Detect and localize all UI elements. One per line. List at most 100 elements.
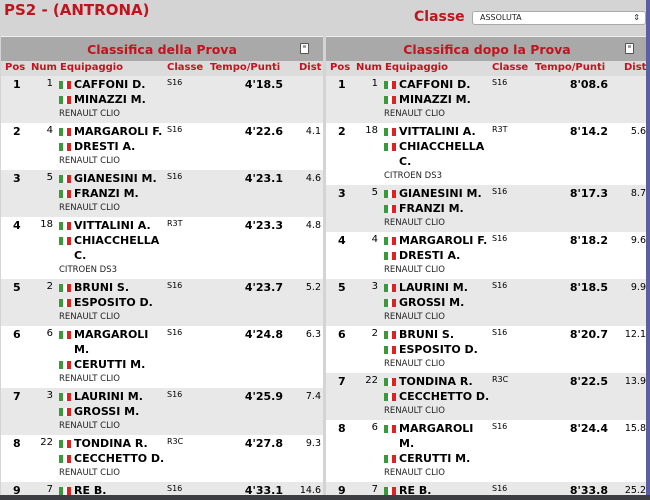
table-row[interactable]: 6 2 BRUNI S. ESPOSITO D. RENAULT CLIO S1…: [326, 326, 648, 373]
col-classe: Classe: [167, 62, 204, 73]
table-row[interactable]: 9 7 RE B. LUCA M. S16 4'33.1 14.6: [1, 482, 323, 496]
window-edge: [646, 0, 650, 500]
table-row[interactable]: 4 4 MARGAROLI F. DRESTI A. RENAULT CLIO …: [326, 232, 648, 279]
tempo: 8'20.7: [569, 328, 608, 341]
panel-title: Classifica della Prova: [87, 42, 237, 57]
num: 3: [371, 281, 378, 292]
page-title: PS2 - (ANTRONA): [4, 1, 150, 19]
table-row[interactable]: 6 6 MARGAROLI M. CERUTTI M. RENAULT CLIO…: [1, 326, 323, 388]
driver: LAURINI M.: [74, 390, 143, 403]
car: RENAULT CLIO: [384, 359, 445, 369]
table-row[interactable]: 7 3 LAURINI M. GROSSI M. RENAULT CLIO S1…: [1, 388, 323, 435]
classe: S16: [167, 125, 183, 134]
num: 1: [371, 78, 378, 89]
codriver: DRESTI A.: [399, 249, 461, 262]
pos: 8: [13, 437, 21, 450]
table-row[interactable]: 1 1 CAFFONI D. MINAZZI M. RENAULT CLIO S…: [326, 76, 648, 123]
codriver: CECCHETTO D.: [399, 390, 490, 403]
codriver: MINAZZI M.: [74, 93, 146, 106]
italy-flag-icon: [59, 128, 71, 136]
classe: S16: [167, 281, 183, 290]
table-row[interactable]: 1 1 CAFFONI D. MINAZZI M. RENAULT CLIO S…: [1, 76, 323, 123]
classe: S16: [492, 234, 508, 243]
table-row[interactable]: 3 5 GIANESINI M. FRANZI M. RENAULT CLIO …: [1, 170, 323, 217]
col-classe: Classe: [492, 62, 529, 73]
tempo: 8'17.3: [569, 187, 608, 200]
table-row[interactable]: 4 18 VITTALINI A. CHIACCHELLA C. CITROEN…: [1, 217, 323, 279]
tempo: 4'18.5: [244, 78, 283, 91]
table-row[interactable]: 8 6 MARGAROLI M. CERUTTI M. RENAULT CLIO…: [326, 420, 648, 482]
table-row[interactable]: 2 18 VITTALINI A. CHIACCHELLA C. CITROEN…: [326, 123, 648, 185]
bottom-bar: [0, 495, 650, 500]
pos: 8: [338, 422, 346, 435]
classe: S16: [167, 484, 183, 493]
car: RENAULT CLIO: [59, 374, 120, 384]
table-row[interactable]: 5 2 BRUNI S. ESPOSITO D. RENAULT CLIO S1…: [1, 279, 323, 326]
dist: 13.9: [624, 376, 646, 387]
num: 5: [46, 172, 53, 183]
classe: S16: [492, 281, 508, 290]
table-row[interactable]: 9 7 RE B. LUCA M. S16 8'33.8 25.2: [326, 482, 648, 496]
dist: 9.6: [630, 235, 646, 246]
driver: GIANESINI M.: [74, 172, 157, 185]
classe: R3T: [167, 219, 183, 228]
classe-label: Classe: [414, 9, 465, 25]
classe: S16: [167, 390, 183, 399]
italy-flag-icon: [384, 81, 396, 89]
panel-stage-results: Classifica della Prova ≡ Pos Num Equipagg…: [1, 36, 323, 496]
codriver: FRANZI M.: [399, 202, 464, 215]
codriver: GROSSI M.: [399, 296, 465, 309]
print-icon[interactable]: ≡: [625, 43, 634, 54]
italy-flag-icon: [59, 284, 71, 292]
table-row[interactable]: 5 3 LAURINI M. GROSSI M. RENAULT CLIO S1…: [326, 279, 648, 326]
table-row[interactable]: 8 22 TONDINA R. CECCHETTO D. RENAULT CLI…: [1, 435, 323, 482]
pos: 2: [13, 125, 21, 138]
dist: 7.4: [305, 391, 321, 402]
italy-flag-icon: [384, 393, 396, 401]
pos: 1: [338, 78, 346, 91]
italy-flag-icon: [59, 81, 71, 89]
dist: 9.9: [630, 282, 646, 293]
driver: MARGAROLI F.: [74, 125, 163, 138]
car: RENAULT CLIO: [59, 203, 120, 213]
tempo: 8'33.8: [569, 484, 608, 496]
tempo: 8'14.2: [569, 125, 608, 138]
num: 1: [46, 78, 53, 89]
print-icon[interactable]: ≡: [300, 43, 309, 54]
pos: 1: [13, 78, 21, 91]
car: RENAULT CLIO: [384, 265, 445, 275]
dist: 4.6: [305, 173, 321, 184]
classe-select[interactable]: ASSOLUTA ⇕: [472, 11, 646, 25]
col-equipaggio: Equipaggio: [385, 62, 449, 73]
codriver: CERUTTI M.: [74, 358, 146, 371]
table-row[interactable]: 2 4 MARGAROLI F. DRESTI A. RENAULT CLIO …: [1, 123, 323, 170]
car: RENAULT CLIO: [59, 421, 120, 431]
codriver: DRESTI A.: [74, 140, 136, 153]
italy-flag-icon: [384, 252, 396, 260]
dist: 15.8: [624, 423, 646, 434]
driver: BRUNI S.: [74, 281, 130, 294]
panel-header: Classifica della Prova ≡: [1, 36, 323, 61]
codriver: CERUTTI M.: [399, 452, 471, 465]
driver: VITTALINI A.: [399, 125, 476, 138]
driver: CAFFONI D.: [74, 78, 146, 91]
tempo: 4'27.8: [244, 437, 283, 450]
classe: R3T: [492, 125, 508, 134]
classe: S16: [167, 172, 183, 181]
table-row[interactable]: 3 5 GIANESINI M. FRANZI M. RENAULT CLIO …: [326, 185, 648, 232]
table-row[interactable]: 7 22 TONDINA R. CECCHETTO D. RENAULT CLI…: [326, 373, 648, 420]
classe: S16: [492, 484, 508, 493]
classe: S16: [492, 422, 508, 431]
italy-flag-icon: [384, 143, 396, 151]
car: RENAULT CLIO: [384, 406, 445, 416]
col-dist: Dist: [299, 62, 322, 73]
num: 18: [40, 219, 53, 230]
num: 7: [371, 484, 378, 495]
italy-flag-icon: [384, 425, 396, 433]
italy-flag-icon: [59, 143, 71, 151]
col-equipaggio: Equipaggio: [60, 62, 124, 73]
italy-flag-icon: [59, 331, 71, 339]
codriver: ESPOSITO D.: [74, 296, 153, 309]
num: 7: [46, 484, 53, 495]
pos: 2: [338, 125, 346, 138]
